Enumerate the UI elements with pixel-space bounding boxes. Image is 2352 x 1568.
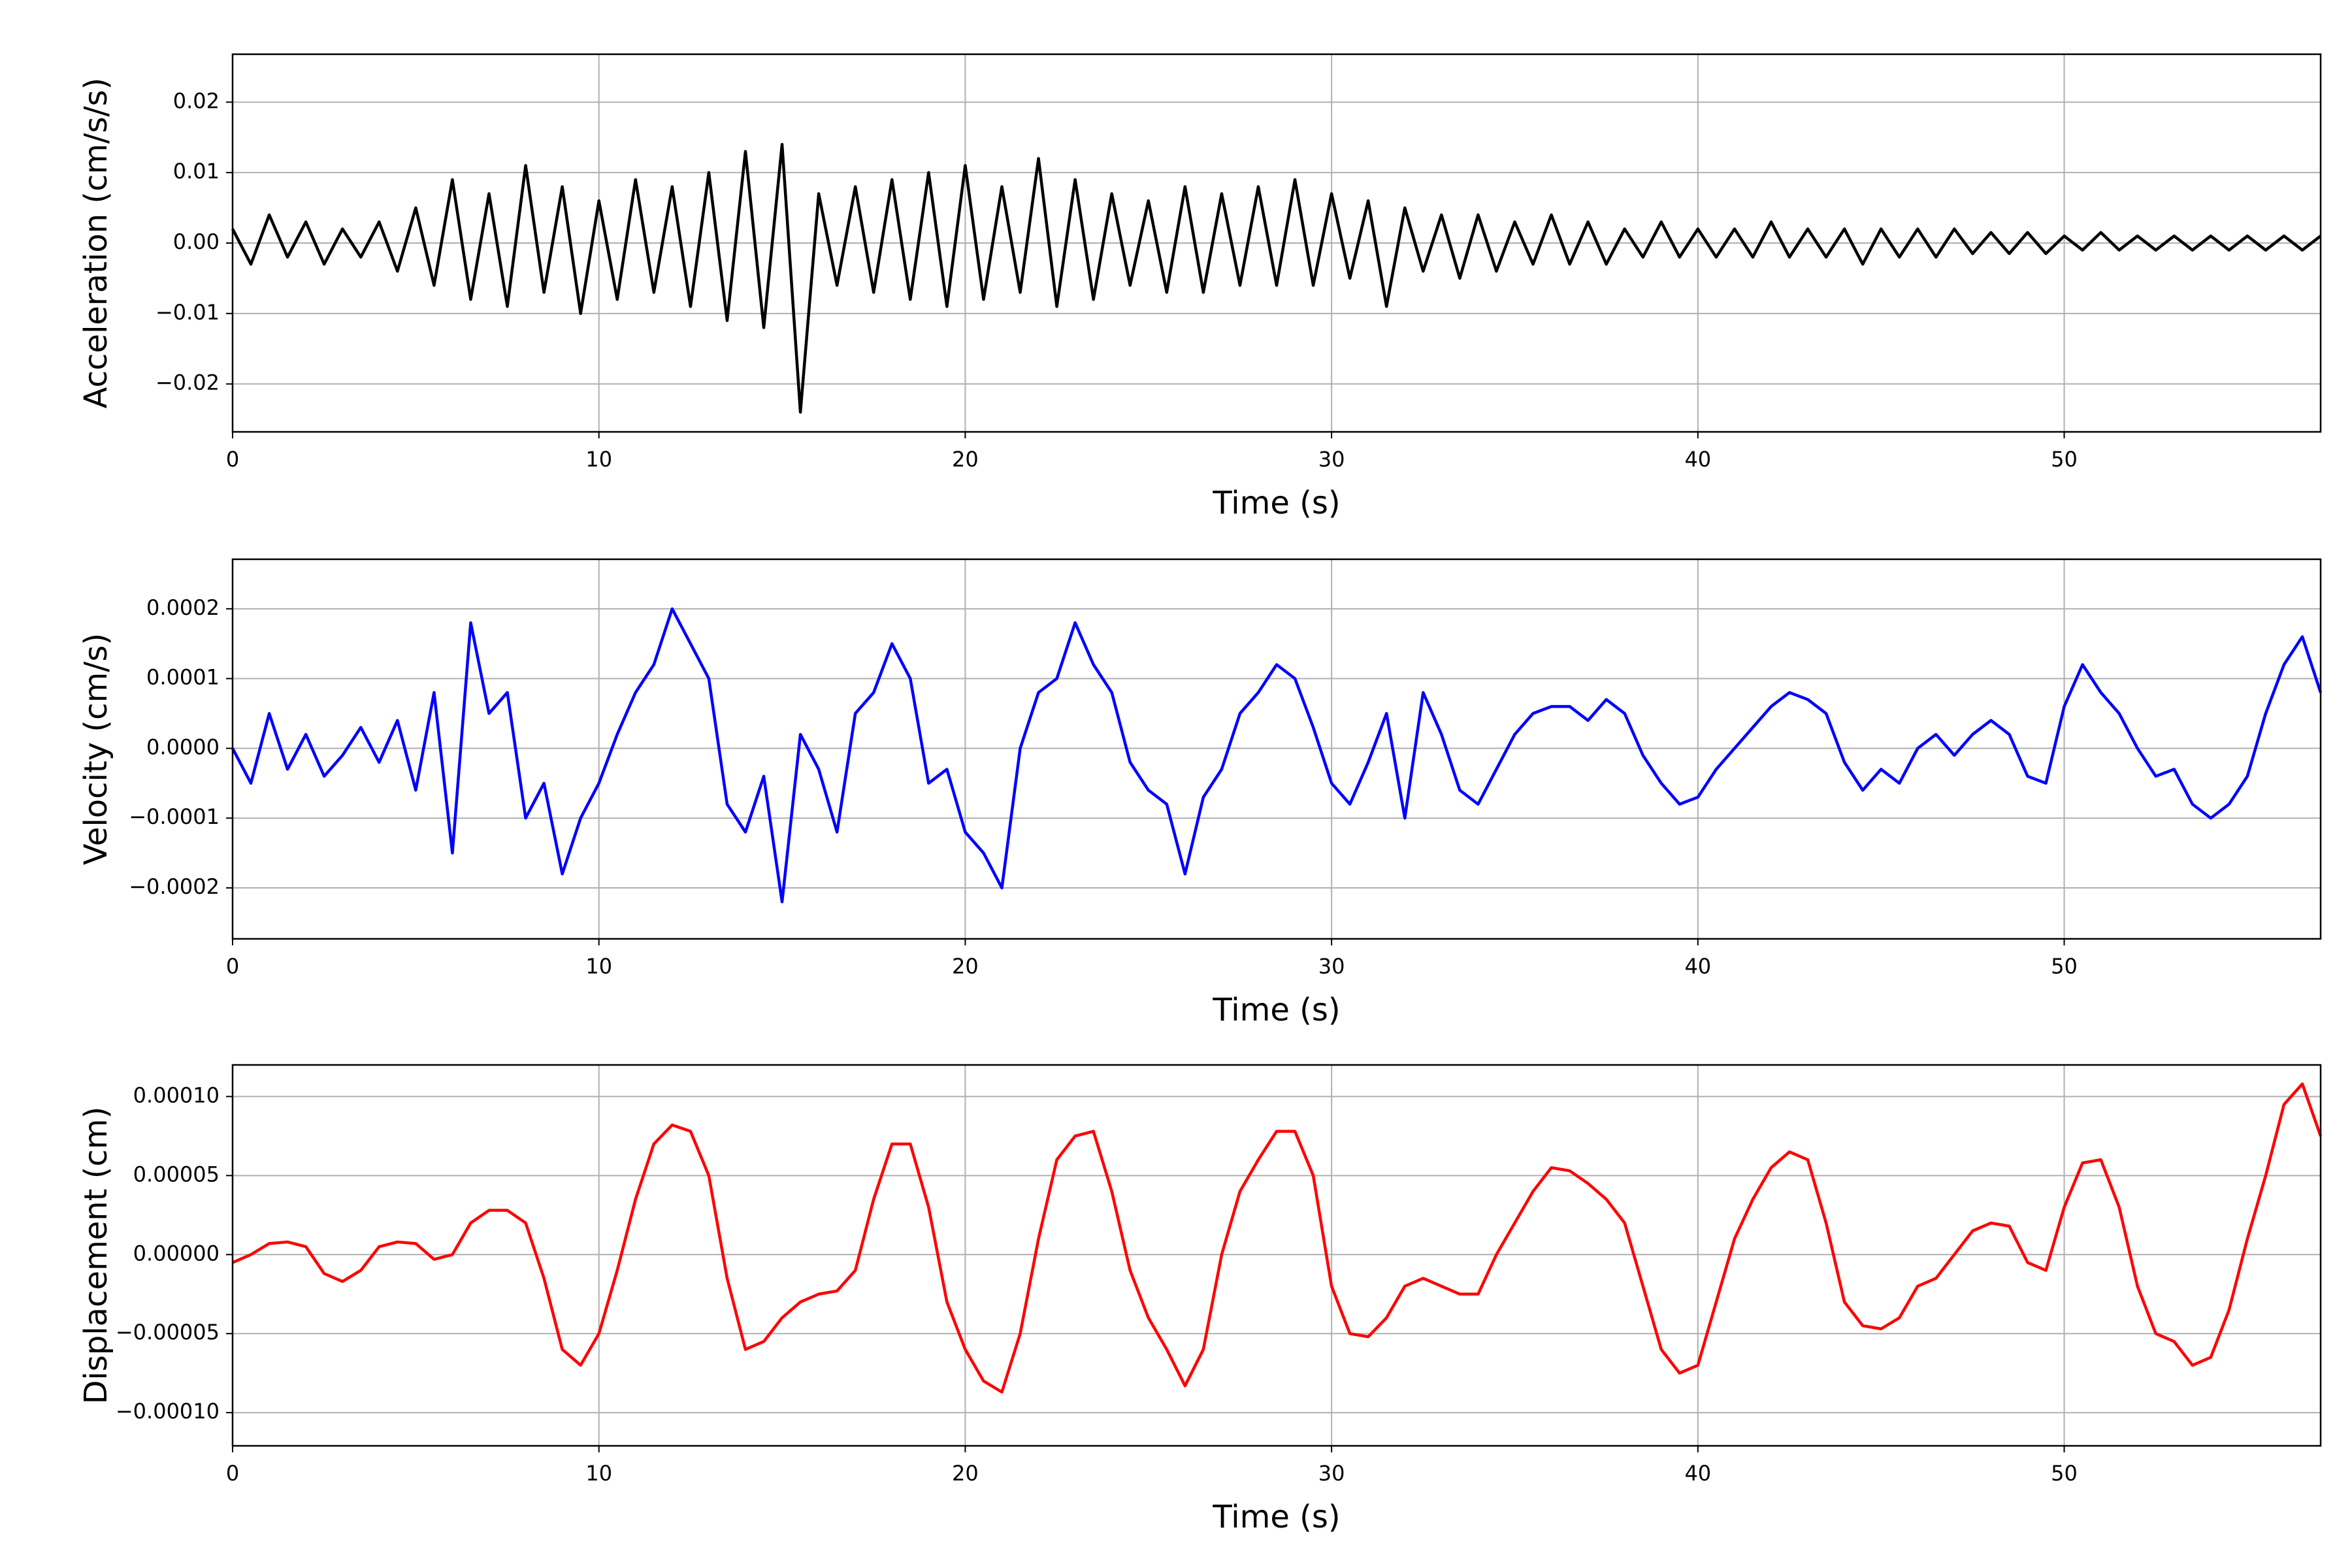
x-axis-label: Time (s) <box>1212 1499 1340 1535</box>
x-axis-label: Time (s) <box>1212 992 1340 1028</box>
plot-frame <box>231 1064 2322 1447</box>
plot-frame <box>231 53 2322 433</box>
y-axis-label: Acceleration (cm/s/s) <box>78 78 114 408</box>
y-tick-label: −0.01 <box>155 300 220 325</box>
x-tick-label: 10 <box>585 954 612 979</box>
y-tick-label: −0.0001 <box>129 804 220 829</box>
plot-frame <box>231 558 2322 940</box>
x-tick-label: 20 <box>952 1461 979 1486</box>
y-tick-label: 0.0000 <box>146 734 220 759</box>
y-tick-label: −0.0002 <box>129 874 220 899</box>
y-axis-label: Velocity (cm/s) <box>78 633 114 865</box>
x-tick-label: 10 <box>585 447 612 472</box>
y-tick-label: 0.00 <box>173 229 220 254</box>
x-tick-label: 20 <box>952 447 979 472</box>
x-tick-label: 40 <box>1684 954 1711 979</box>
data-line <box>231 607 2323 904</box>
data-line <box>232 1082 2323 1394</box>
x-tick-label: 20 <box>952 954 979 979</box>
y-tick-label: −0.02 <box>155 370 220 395</box>
x-tick-label: 0 <box>226 1461 239 1486</box>
x-tick-label: 50 <box>2051 954 2078 979</box>
y-tick-label: −0.00010 <box>116 1399 220 1424</box>
y-tick-label: 0.02 <box>173 88 220 113</box>
y-tick-label: 0.00010 <box>133 1083 220 1107</box>
y-tick-label: −0.00005 <box>116 1320 220 1345</box>
y-tick-label: 0.00005 <box>133 1162 220 1186</box>
y-axis-label: Displacement (cm) <box>78 1107 114 1405</box>
x-tick-label: 50 <box>2051 1461 2078 1486</box>
x-tick-label: 40 <box>1684 447 1711 472</box>
x-tick-label: 30 <box>1318 1461 1345 1486</box>
data-line <box>231 142 2322 414</box>
x-tick-label: 50 <box>2051 447 2078 472</box>
y-tick-label: 0.01 <box>173 159 220 184</box>
y-tick-label: 0.0002 <box>146 595 220 620</box>
x-tick-label: 0 <box>226 447 239 472</box>
x-tick-label: 0 <box>226 954 239 979</box>
y-tick-label: 0.00000 <box>133 1241 220 1266</box>
x-tick-label: 40 <box>1684 1461 1711 1486</box>
x-axis-label: Time (s) <box>1212 485 1340 521</box>
y-tick-label: 0.0001 <box>146 665 220 690</box>
x-tick-label: 30 <box>1318 954 1345 979</box>
x-tick-label: 30 <box>1318 447 1345 472</box>
x-tick-label: 10 <box>585 1461 612 1486</box>
